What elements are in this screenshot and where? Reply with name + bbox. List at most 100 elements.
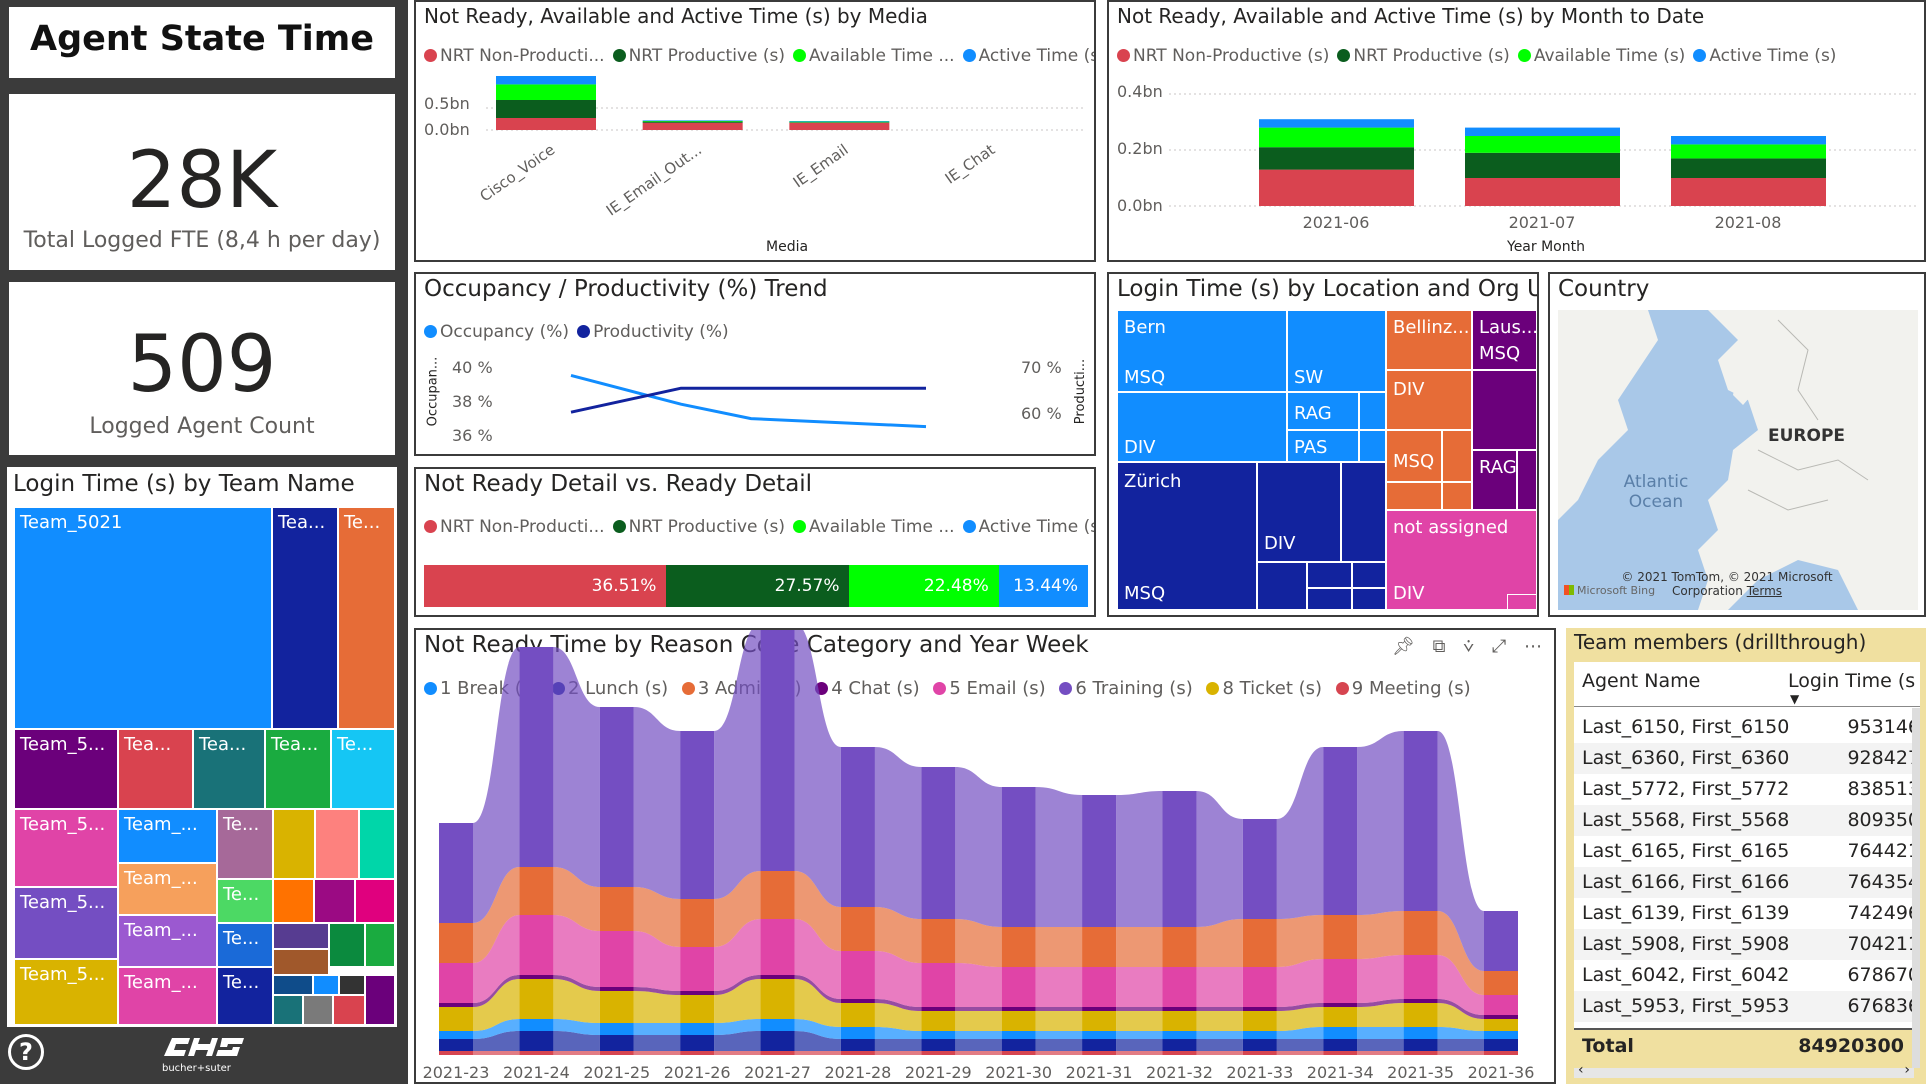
table-row[interactable]: Last_5953, First_5953 676836: [1574, 991, 1920, 1022]
table-row[interactable]: Last_5568, First_5568 809350: [1574, 805, 1920, 836]
treemap-cell[interactable]: Tea...: [272, 507, 338, 729]
bar-segment: [789, 122, 890, 130]
treemap-cell[interactable]: RAG: [1287, 392, 1359, 430]
legend-item[interactable]: NRT Productive (s): [1337, 46, 1510, 66]
table-row[interactable]: Last_5908, First_5908 704211: [1574, 929, 1920, 960]
treemap-cell[interactable]: DIV: [1257, 462, 1341, 562]
treemap-cell[interactable]: DIV: [1117, 392, 1287, 462]
scroll-left-icon[interactable]: ‹: [1578, 1062, 1584, 1078]
table-row[interactable]: Last_6360, First_6360 928427: [1574, 743, 1920, 774]
treemap-cell[interactable]: Tea...: [118, 729, 193, 809]
bar-segment: [1259, 169, 1414, 206]
total-row: Total 84920300: [1574, 1028, 1920, 1064]
legend-item[interactable]: Occupancy (%): [424, 322, 569, 342]
treemap-cell[interactable]: DIV: [1386, 370, 1472, 430]
treemap-cell[interactable]: Zürich MSQ: [1117, 462, 1257, 610]
treemap-cell[interactable]: Tea...: [193, 729, 265, 809]
nr-bar-segment[interactable]: 36.51%: [424, 565, 667, 607]
treemap-cell: [273, 923, 329, 949]
nr-bar-segment[interactable]: 22.48%: [849, 565, 999, 607]
treemap-cell[interactable]: Team_...: [118, 967, 217, 1025]
treemap-cell[interactable]: Te...: [217, 967, 273, 1025]
legend-item[interactable]: NRT Non-Producti...: [424, 46, 605, 66]
table-row[interactable]: Last_6139, First_6139 742496: [1574, 898, 1920, 929]
focus-mode-icon[interactable]: ⤢: [1491, 636, 1507, 657]
treemap-cell-label: Te...: [223, 814, 260, 835]
table-row[interactable]: Last_6042, First_6042 678670: [1574, 960, 1920, 991]
fte-card: 28K Total Logged FTE (8,4 h per day): [9, 94, 395, 270]
ribbon: [473, 1051, 1484, 1055]
ribbon-bar-segment: [1484, 1051, 1518, 1055]
legend-item[interactable]: Available Time ...: [793, 46, 955, 66]
treemap-cell[interactable]: Laus... MSQ: [1472, 310, 1537, 370]
nr-bar-segment[interactable]: 27.57%: [666, 565, 850, 607]
horizontal-scrollbar[interactable]: ‹ ›: [1574, 1062, 1914, 1078]
treemap-cell[interactable]: Team_...: [118, 809, 217, 863]
copy-icon[interactable]: ⧉: [1432, 636, 1446, 657]
legend-item[interactable]: 6 Training (s): [1059, 678, 1193, 699]
legend-item[interactable]: Active Time (s): [962, 517, 1094, 537]
table-row[interactable]: Last_5772, First_5772 838513: [1574, 774, 1920, 805]
x-axis-title: Year Month: [1507, 239, 1585, 255]
ribbon-bar-segment: [1403, 731, 1438, 911]
treemap-cell[interactable]: Team_5...: [14, 959, 118, 1025]
treemap-cell[interactable]: Te...: [217, 809, 273, 879]
treemap-cell[interactable]: Te...: [217, 923, 273, 967]
legend-item[interactable]: 8 Ticket (s): [1206, 678, 1322, 699]
legend-item[interactable]: 9 Meeting (s): [1335, 678, 1471, 699]
ribbon-bar-segment: [760, 871, 795, 919]
legend-item[interactable]: Active Time (s): [962, 46, 1096, 66]
column-header-login[interactable]: Login Time (s: [1788, 670, 1916, 692]
treemap-cell[interactable]: Team_...: [118, 915, 217, 967]
scroll-right-icon[interactable]: ›: [1904, 1062, 1910, 1078]
nr-bar-segment[interactable]: 13.44%: [998, 565, 1088, 607]
legend-item[interactable]: 5 Email (s): [933, 678, 1046, 699]
ribbon-bar-segment: [840, 1027, 875, 1039]
treemap-cell-label: Team_5...: [20, 734, 106, 755]
filter-icon[interactable]: ⩒: [1463, 636, 1475, 657]
table-row[interactable]: Last_6165, First_6165 764421: [1574, 836, 1920, 867]
legend-item[interactable]: NRT Productive (s): [612, 46, 785, 66]
treemap-cell[interactable]: Te...: [338, 507, 395, 729]
treemap-cell[interactable]: Team_5...: [14, 887, 118, 959]
more-options-icon[interactable]: ⋯: [1524, 636, 1542, 657]
treemap-cell[interactable]: Team_5021: [14, 507, 272, 729]
legend-label: Active Time (s): [978, 46, 1096, 66]
bar-segment: [1259, 119, 1414, 128]
treemap-cell: [1341, 462, 1386, 562]
treemap-cell[interactable]: Bern MSQ: [1117, 310, 1287, 392]
legend-item[interactable]: NRT Productive (s): [612, 517, 785, 537]
pin-icon[interactable]: 📌︎: [1391, 636, 1415, 657]
help-icon[interactable]: ?: [8, 1034, 44, 1070]
location-title: Login Time (s) by Location and Org U...: [1117, 276, 1539, 302]
legend-item[interactable]: NRT Non-Producti...: [424, 517, 605, 537]
legend-item[interactable]: Available Time (s): [1517, 46, 1685, 66]
treemap-cell[interactable]: Tea...: [265, 729, 331, 809]
treemap-cell[interactable]: SW: [1287, 310, 1386, 392]
treemap-cell[interactable]: Team_...: [118, 863, 217, 915]
treemap-cell[interactable]: Bellinz...: [1386, 310, 1472, 370]
treemap-cell[interactable]: MSQ: [1386, 430, 1442, 482]
treemap-cell[interactable]: RAG: [1472, 450, 1517, 510]
team-members-panel: Team members (drillthrough) Agent Name L…: [1566, 628, 1926, 1084]
column-header-agent[interactable]: Agent Name: [1582, 670, 1701, 692]
treemap-cell[interactable]: PAS: [1287, 430, 1359, 462]
treemap-cell[interactable]: not assigned DIV: [1386, 510, 1537, 610]
map-terms-link[interactable]: Terms: [1746, 584, 1783, 598]
table-row[interactable]: Last_6150, First_6150 953146: [1574, 712, 1920, 743]
login-time: 704211: [1847, 933, 1920, 955]
treemap-cell[interactable]: Team_5...: [14, 729, 118, 809]
ribbon-bar-segment: [599, 931, 634, 987]
legend-item[interactable]: Available Time ...: [793, 517, 955, 537]
x-tick-label: 2021-27: [744, 1063, 811, 1082]
map[interactable]: [1558, 310, 1918, 610]
legend-item[interactable]: Productivity (%): [577, 322, 729, 342]
table-row[interactable]: Last_6166, First_6166 764354: [1574, 867, 1920, 898]
treemap-cell[interactable]: Te...: [217, 879, 273, 923]
legend-item[interactable]: NRT Non-Productive (s): [1117, 46, 1329, 66]
treemap-cell[interactable]: Te...: [331, 729, 395, 809]
legend-item[interactable]: Active Time (s): [1693, 46, 1836, 66]
y-tick: 0.0bn: [424, 120, 470, 139]
vertical-scrollbar[interactable]: [1912, 708, 1920, 1068]
treemap-cell[interactable]: Team_5...: [14, 809, 118, 887]
